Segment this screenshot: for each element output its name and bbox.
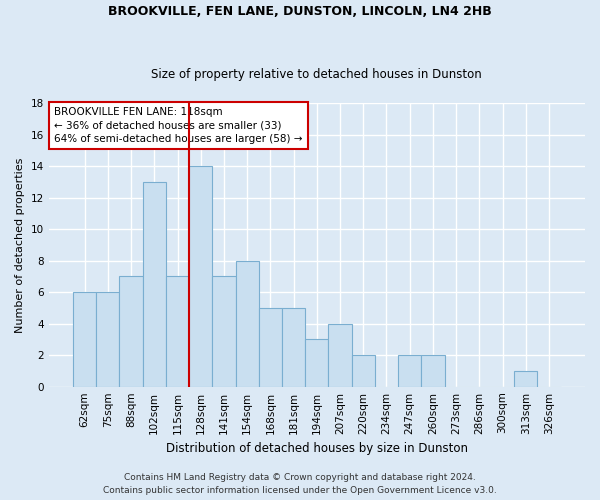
- Bar: [305, 340, 328, 386]
- Text: BROOKVILLE, FEN LANE, DUNSTON, LINCOLN, LN4 2HB: BROOKVILLE, FEN LANE, DUNSTON, LINCOLN, …: [108, 5, 492, 18]
- Bar: [143, 182, 166, 386]
- Text: BROOKVILLE FEN LANE: 118sqm
← 36% of detached houses are smaller (33)
64% of sem: BROOKVILLE FEN LANE: 118sqm ← 36% of det…: [54, 108, 302, 144]
- Bar: [282, 308, 305, 386]
- Title: Size of property relative to detached houses in Dunston: Size of property relative to detached ho…: [151, 68, 482, 81]
- Bar: [96, 292, 119, 386]
- Bar: [166, 276, 189, 386]
- X-axis label: Distribution of detached houses by size in Dunston: Distribution of detached houses by size …: [166, 442, 468, 455]
- Bar: [236, 260, 259, 386]
- Text: Contains HM Land Registry data © Crown copyright and database right 2024.
Contai: Contains HM Land Registry data © Crown c…: [103, 474, 497, 495]
- Bar: [514, 371, 538, 386]
- Bar: [73, 292, 96, 386]
- Bar: [259, 308, 282, 386]
- Bar: [421, 355, 445, 386]
- Bar: [398, 355, 421, 386]
- Bar: [352, 355, 375, 386]
- Bar: [328, 324, 352, 386]
- Bar: [212, 276, 236, 386]
- Bar: [189, 166, 212, 386]
- Y-axis label: Number of detached properties: Number of detached properties: [15, 157, 25, 332]
- Bar: [119, 276, 143, 386]
